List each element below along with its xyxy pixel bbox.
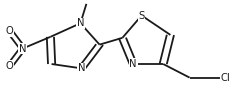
Text: N: N xyxy=(77,18,84,28)
Text: N: N xyxy=(19,43,27,54)
Text: Cl: Cl xyxy=(221,73,230,83)
Text: O: O xyxy=(6,26,13,36)
Text: N: N xyxy=(78,63,85,73)
Text: S: S xyxy=(138,10,145,21)
Text: N: N xyxy=(129,59,137,69)
Text: O: O xyxy=(6,61,13,71)
